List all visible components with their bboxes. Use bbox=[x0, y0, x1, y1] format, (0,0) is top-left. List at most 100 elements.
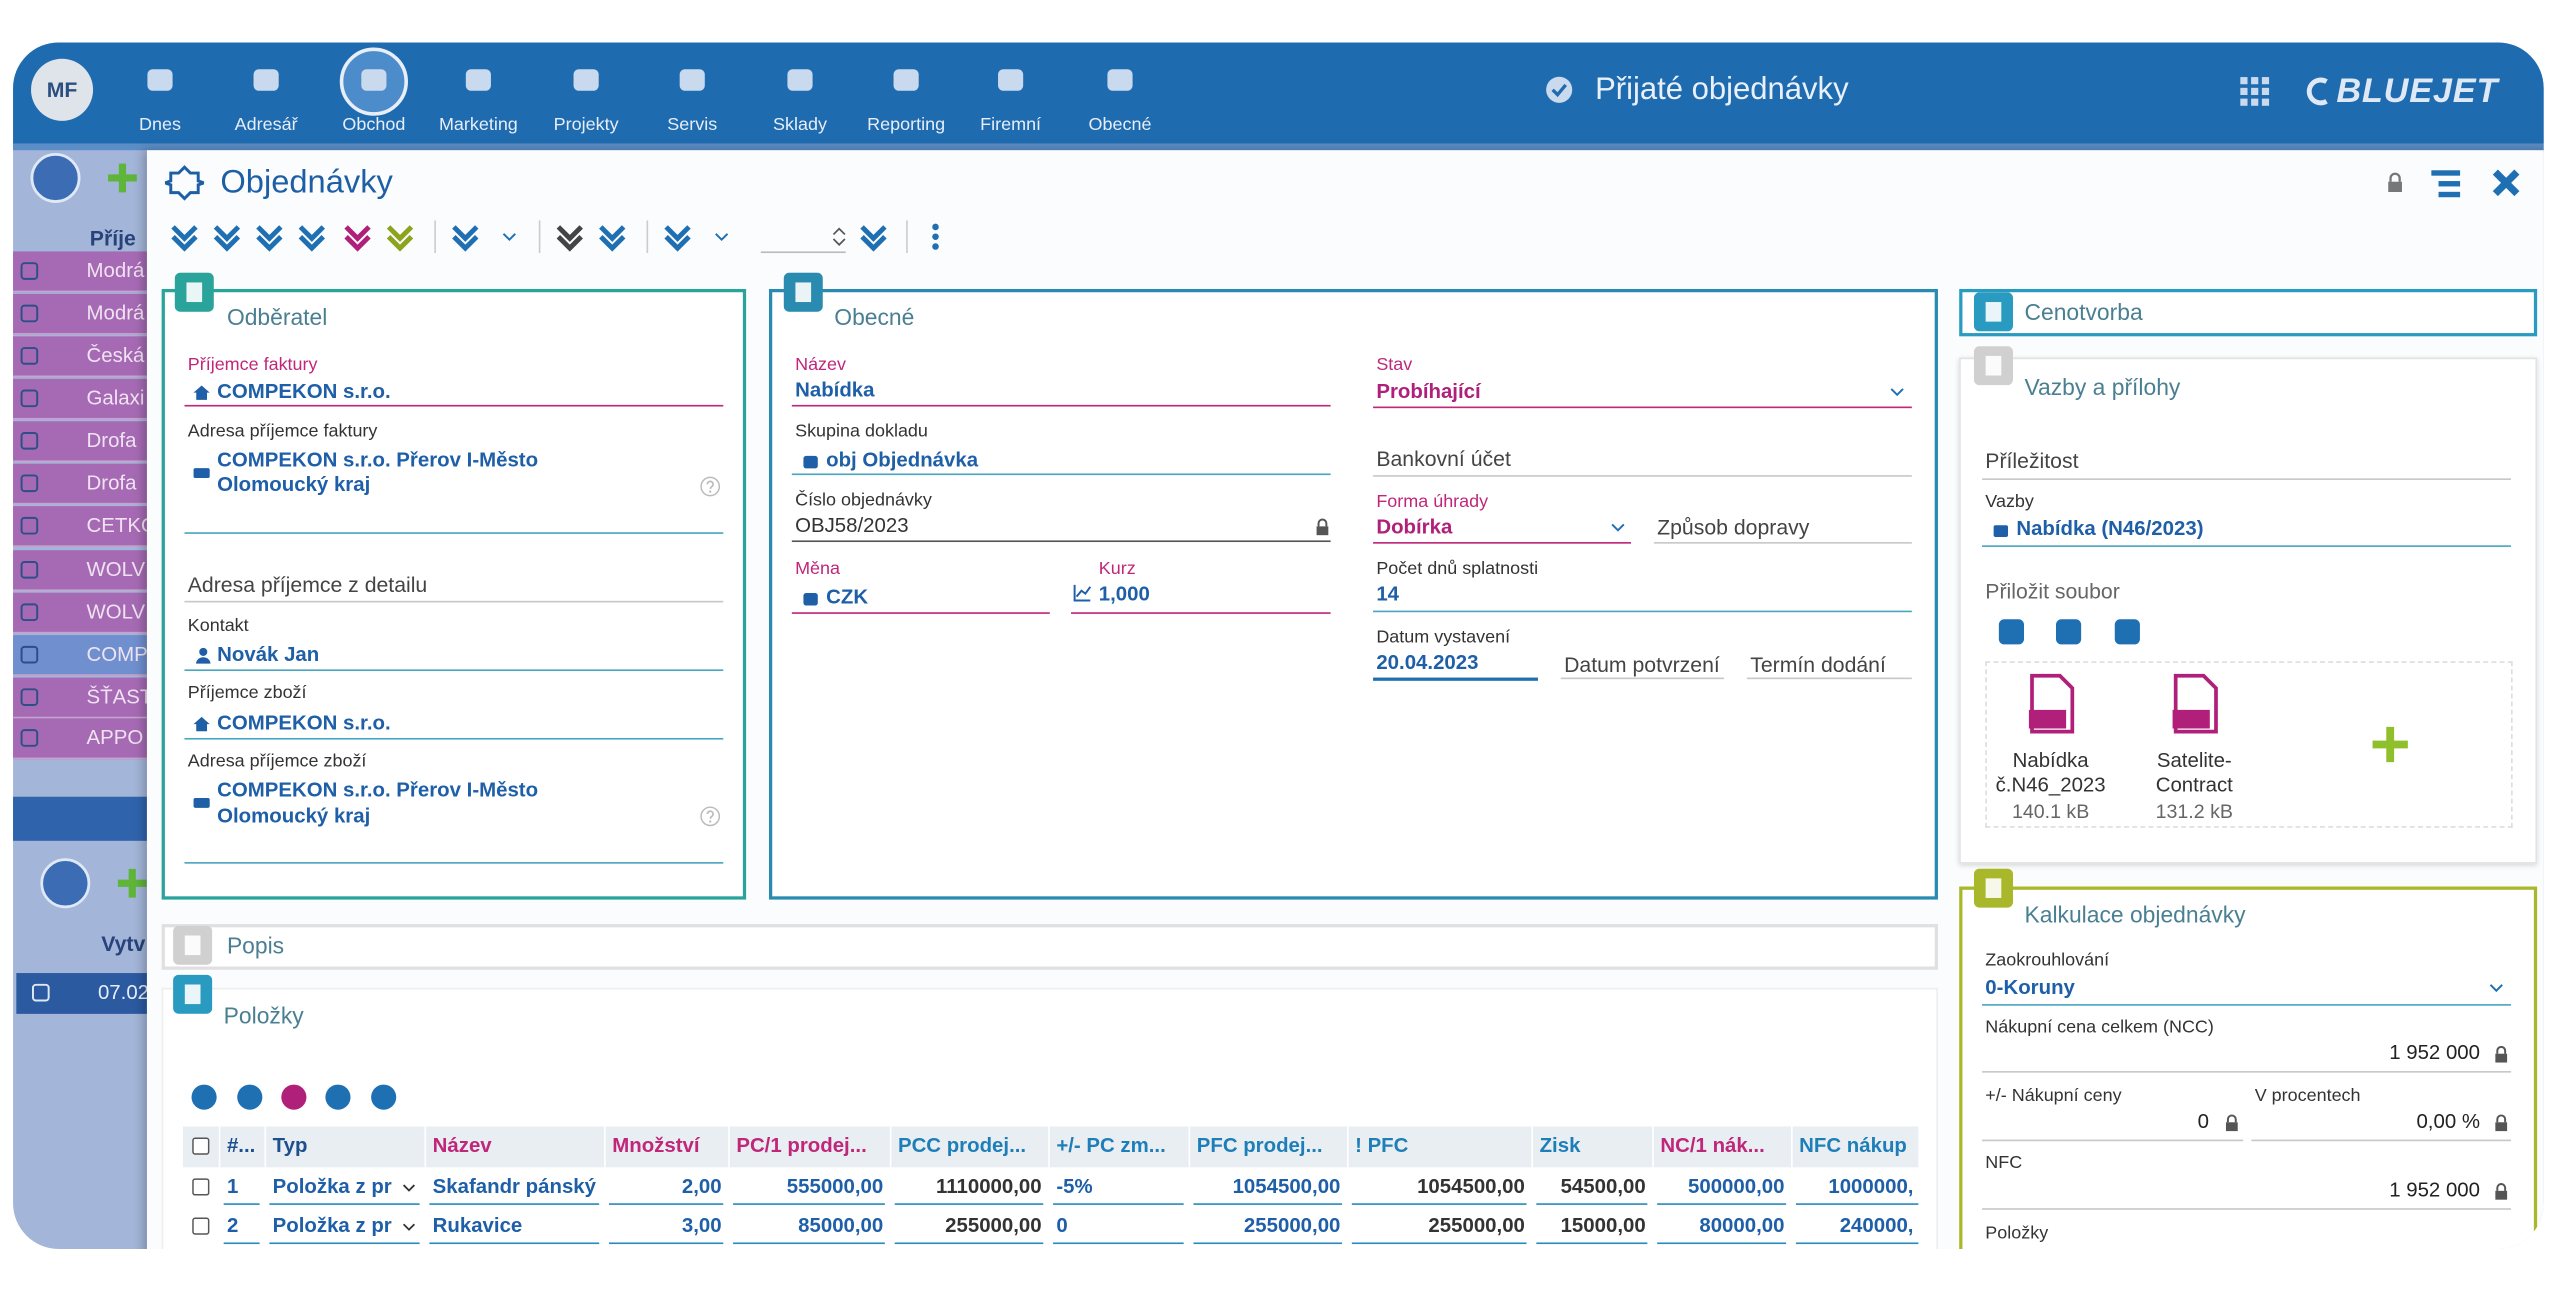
attach-button[interactable] bbox=[2109, 614, 2145, 650]
header-divider bbox=[604, 1126, 606, 1168]
pdf-icon[interactable] bbox=[2020, 673, 2082, 735]
group-icon bbox=[802, 455, 817, 468]
field-value: OBJ58/2023 bbox=[795, 513, 909, 537]
row-checkbox[interactable] bbox=[191, 1177, 211, 1197]
table-cell: 1 bbox=[226, 1175, 239, 1198]
toolbar-separator bbox=[434, 220, 436, 254]
header-divider bbox=[1188, 1126, 1191, 1168]
lock-button[interactable] bbox=[2384, 171, 2407, 194]
cell-underline bbox=[894, 1203, 1044, 1205]
toolbar-button[interactable] bbox=[553, 220, 586, 253]
toolbar-button[interactable] bbox=[168, 220, 201, 253]
underline bbox=[1071, 612, 1331, 614]
links-panel bbox=[1959, 357, 2538, 864]
field-value: Dobírka bbox=[1376, 515, 1453, 539]
section-icon bbox=[783, 272, 823, 312]
attach-button[interactable] bbox=[2051, 614, 2087, 650]
pricing-panel bbox=[1959, 288, 2538, 337]
nav-label: Firemní bbox=[980, 115, 1042, 135]
items-toolbar-button[interactable] bbox=[276, 1079, 312, 1115]
nav-icon[interactable] bbox=[1102, 62, 1138, 98]
nav-icon[interactable] bbox=[248, 62, 284, 98]
toolbar-button[interactable] bbox=[253, 220, 286, 253]
section-title: Položky bbox=[223, 1002, 304, 1029]
cell-underline bbox=[1536, 1242, 1648, 1245]
underline bbox=[184, 404, 724, 407]
field-label: Kontakt bbox=[187, 616, 249, 636]
nav-icon[interactable] bbox=[356, 62, 392, 98]
nav-icon[interactable] bbox=[460, 62, 496, 98]
toolbar-button[interactable] bbox=[857, 220, 890, 253]
field-label: Měna bbox=[795, 559, 841, 579]
nav-icon[interactable] bbox=[888, 62, 924, 98]
cell-underline bbox=[1351, 1242, 1527, 1245]
bg-row-text: Drofa bbox=[86, 471, 137, 495]
row-checkbox[interactable] bbox=[191, 1216, 211, 1236]
toolbar-button[interactable] bbox=[661, 220, 694, 253]
spinner[interactable] bbox=[828, 225, 851, 248]
dropdown-chevron[interactable] bbox=[500, 227, 520, 247]
toolbar-button[interactable] bbox=[596, 220, 629, 253]
table-cell: 85000,00 bbox=[798, 1214, 884, 1238]
bg-row-checkbox bbox=[20, 304, 39, 323]
column-header: Množství bbox=[612, 1134, 700, 1158]
attachment-name: Nabídka bbox=[2012, 748, 2089, 772]
cell-underline bbox=[1657, 1203, 1787, 1205]
pdf-icon[interactable] bbox=[2163, 673, 2225, 735]
underline bbox=[1653, 542, 1912, 544]
column-header: NFC nákup bbox=[1799, 1134, 1907, 1158]
field-value: CZK bbox=[826, 585, 869, 609]
avatar[interactable] bbox=[29, 57, 94, 122]
bg-row bbox=[13, 421, 147, 463]
field-value: obj Objednávka bbox=[826, 448, 979, 472]
toolbar-button[interactable] bbox=[384, 220, 417, 253]
type-dropdown[interactable] bbox=[399, 1178, 417, 1196]
bg-row-checkbox bbox=[20, 729, 39, 747]
dropdown-chevron[interactable] bbox=[1608, 518, 1628, 538]
dropdown-chevron[interactable] bbox=[712, 227, 732, 247]
toolbar-separator bbox=[538, 220, 541, 254]
toolbar-button[interactable] bbox=[449, 220, 482, 253]
nav-icon[interactable] bbox=[993, 62, 1029, 98]
bg-row-checkbox bbox=[20, 262, 39, 280]
toolbar-more[interactable] bbox=[919, 220, 952, 253]
items-toolbar-button[interactable] bbox=[366, 1079, 402, 1115]
section-icon bbox=[174, 272, 214, 312]
address-icon bbox=[192, 797, 209, 808]
header-checkbox[interactable] bbox=[191, 1136, 211, 1156]
toolbar-button[interactable] bbox=[341, 220, 374, 253]
nav-icon[interactable] bbox=[782, 62, 818, 98]
dropdown-chevron[interactable] bbox=[1887, 382, 1907, 402]
bg-list-header: Příje bbox=[89, 226, 136, 251]
toolbar-button[interactable] bbox=[296, 220, 329, 253]
table-cell: 15000,00 bbox=[1560, 1214, 1646, 1238]
close-button[interactable] bbox=[2488, 165, 2524, 201]
header-divider bbox=[1652, 1126, 1654, 1168]
toolbar-input[interactable] bbox=[760, 251, 846, 254]
field-label: Adresa příjemce z detailu bbox=[187, 572, 428, 597]
items-toolbar-button[interactable] bbox=[186, 1079, 222, 1115]
toolbar-button[interactable] bbox=[211, 220, 244, 253]
nav-icon[interactable] bbox=[142, 62, 178, 98]
section-title: Obecné bbox=[834, 303, 915, 330]
underline bbox=[791, 540, 1331, 543]
apps-grid[interactable] bbox=[2237, 73, 2273, 109]
attach-button[interactable] bbox=[1993, 614, 2029, 650]
lock-icon bbox=[2225, 1114, 2238, 1132]
layout-button[interactable] bbox=[2428, 165, 2464, 201]
dropdown-chevron[interactable] bbox=[2487, 978, 2507, 998]
header-divider bbox=[1346, 1126, 1349, 1168]
rate-icon bbox=[1073, 584, 1092, 602]
items-toolbar-button[interactable] bbox=[232, 1079, 268, 1115]
cell-underline bbox=[1193, 1242, 1343, 1245]
add-attachment[interactable] bbox=[2371, 725, 2410, 764]
table-cell: 54500,00 bbox=[1560, 1175, 1646, 1198]
items-toolbar-button[interactable] bbox=[320, 1079, 356, 1115]
type-dropdown[interactable] bbox=[399, 1217, 417, 1235]
nav-icon[interactable] bbox=[674, 62, 710, 98]
nav-label: Obchod bbox=[342, 115, 406, 135]
bg-menu-icon bbox=[40, 858, 91, 909]
nav-icon[interactable] bbox=[568, 62, 604, 98]
